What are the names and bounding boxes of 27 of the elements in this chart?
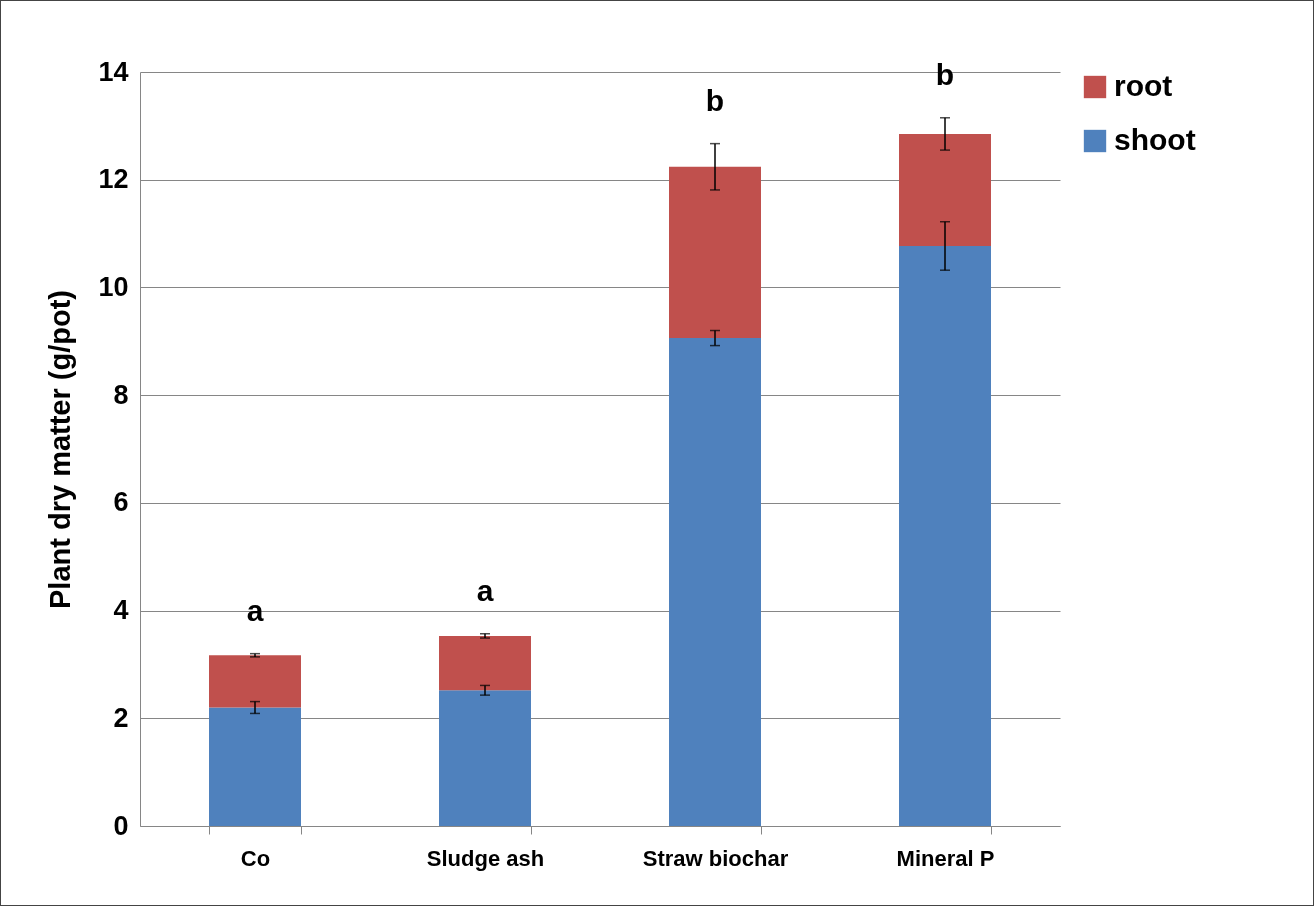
y-tick-label: 2 [113,702,129,733]
y-tick-label: 4 [113,595,129,626]
x-tick-label: Straw biochar [642,845,789,871]
y-tick-label: 10 [98,271,129,302]
bar [669,338,761,826]
annotation: b [935,57,955,91]
y-axis-title: Plant dry matter (g/pot) [44,289,77,610]
y-tick-label: 8 [113,379,129,410]
x-tick-label: Co [240,845,271,871]
y-tick-label: 14 [98,56,129,87]
y-tick-label: 12 [98,164,129,195]
bar [209,655,301,708]
bar [899,245,991,826]
x-tick-label: Mineral P [896,845,995,871]
annotation: a [246,593,264,627]
bar [439,635,531,691]
legend-label: root [1114,69,1173,102]
bar [669,166,761,339]
y-tick-label: 6 [113,487,129,518]
bar [899,133,991,246]
legend-label: shoot [1114,123,1196,156]
annotation: b [705,83,725,117]
bar [209,707,301,826]
y-tick-label: 0 [113,810,129,841]
x-tick-label: Sludge ash [426,845,545,871]
annotation: a [476,573,494,607]
bar [439,690,531,826]
